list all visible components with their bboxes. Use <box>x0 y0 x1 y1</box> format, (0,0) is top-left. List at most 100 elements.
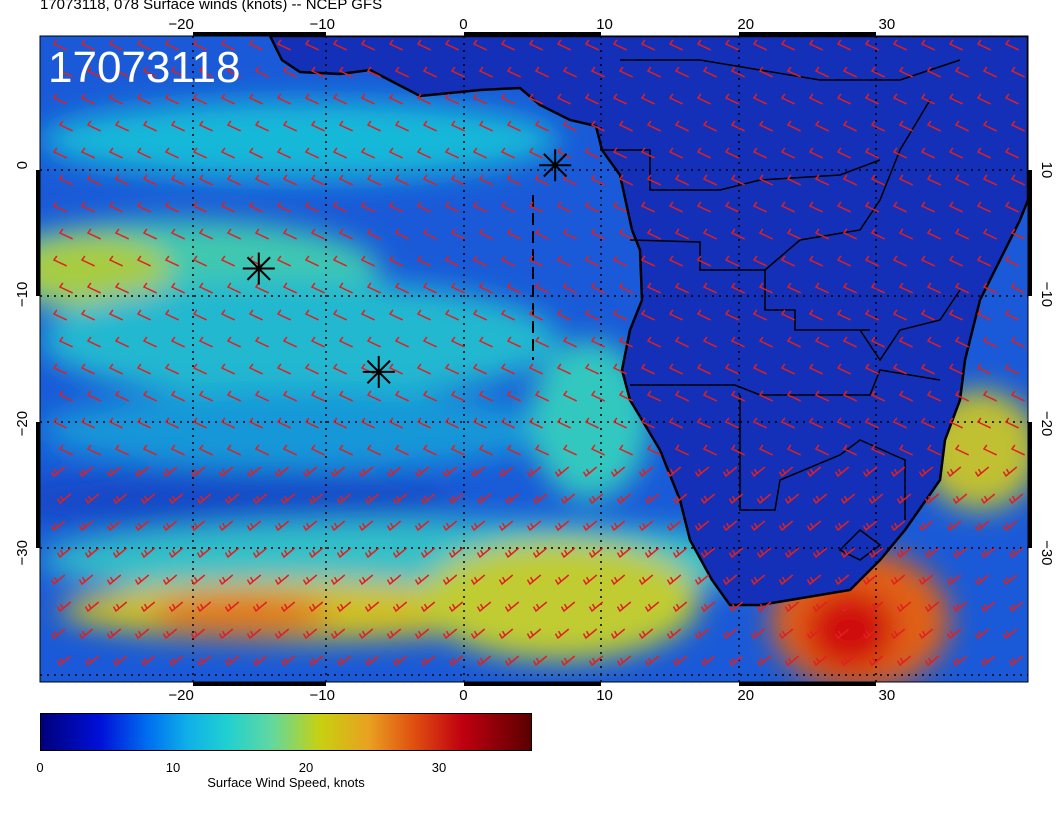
wind-barb <box>952 547 968 559</box>
wind-barb <box>954 174 970 186</box>
wind-barb <box>842 336 858 348</box>
wind-barb <box>556 309 572 321</box>
wind-barb <box>282 228 298 240</box>
wind-barb <box>618 282 634 294</box>
wind-barb <box>1002 628 1018 640</box>
wind-barb <box>610 520 626 532</box>
wind-barb <box>780 309 796 321</box>
wind-barb <box>310 282 326 294</box>
wind-barb <box>108 39 124 51</box>
wind-barb <box>640 39 656 51</box>
wind-barb <box>1004 309 1020 321</box>
wind-barb <box>500 201 516 213</box>
wind-barb <box>952 655 968 667</box>
wind-barb <box>920 417 936 429</box>
wind-barb <box>840 547 856 559</box>
wind-barb <box>562 282 578 294</box>
wind-barb <box>472 93 488 105</box>
wind-barb <box>498 574 514 586</box>
wind-barb <box>80 39 96 51</box>
wind-barb <box>920 39 936 51</box>
wind-barb <box>330 628 346 640</box>
wind-barb <box>834 466 850 478</box>
wind-barb <box>338 336 354 348</box>
wind-speed-colorbar <box>40 713 532 751</box>
wind-barb <box>862 520 878 532</box>
wind-barb <box>498 466 514 478</box>
wind-barb <box>388 93 404 105</box>
wind-barb <box>422 228 438 240</box>
wind-barb <box>56 547 72 559</box>
wind-barb <box>358 574 374 586</box>
wind-barb <box>170 120 186 132</box>
wind-barb <box>926 66 942 78</box>
wind-barb <box>780 255 796 267</box>
wind-barb <box>506 174 522 186</box>
wind-barb <box>532 655 548 667</box>
wind-barb <box>982 66 998 78</box>
wind-barb <box>338 444 354 456</box>
wind-barb <box>976 39 992 51</box>
wind-barb <box>528 93 544 105</box>
wind-barb <box>694 520 710 532</box>
wind-barb <box>168 655 184 667</box>
wind-barb <box>198 282 214 294</box>
wind-barb <box>80 417 96 429</box>
wind-barb <box>836 363 852 375</box>
wind-barb <box>498 520 514 532</box>
wind-barb <box>616 493 632 505</box>
wind-barb <box>366 282 382 294</box>
wind-barb <box>702 174 718 186</box>
wind-barb <box>920 363 936 375</box>
wind-barb <box>1008 655 1024 667</box>
wind-barb <box>414 520 430 532</box>
wind-barb <box>58 390 74 402</box>
wind-barb <box>702 120 718 132</box>
graticule <box>40 36 1028 682</box>
wind-barb <box>276 309 292 321</box>
wind-barb <box>196 493 212 505</box>
wind-barb <box>1004 363 1020 375</box>
wind-barb <box>422 444 438 456</box>
wind-barb <box>554 628 570 640</box>
wind-barb <box>750 466 766 478</box>
lat-tick-label-left: −30 <box>14 540 31 565</box>
wind-barb <box>532 601 548 613</box>
wind-barb <box>170 390 186 402</box>
wind-barb <box>1010 444 1026 456</box>
wind-barb <box>756 601 772 613</box>
wind-barb <box>834 574 850 586</box>
wind-barb <box>304 363 320 375</box>
wind-barb <box>674 282 690 294</box>
wind-barb <box>952 493 968 505</box>
wind-barb <box>282 444 298 456</box>
wind-barb <box>590 228 606 240</box>
date-stamp: 17073118 <box>48 43 241 92</box>
wind-barb <box>954 390 970 402</box>
wind-barb <box>780 363 796 375</box>
wind-barb <box>528 363 544 375</box>
wind-barb <box>584 93 600 105</box>
wind-barb <box>142 174 158 186</box>
wind-barb <box>310 336 326 348</box>
wind-barb <box>282 66 298 78</box>
wind-barb <box>304 309 320 321</box>
wind-barb <box>246 574 262 586</box>
wind-barb <box>644 601 660 613</box>
wind-barb <box>50 466 66 478</box>
wind-barb <box>416 417 432 429</box>
wind-barb <box>528 147 544 159</box>
wind-barb <box>976 255 992 267</box>
wind-barb <box>252 601 268 613</box>
wind-barb <box>506 282 522 294</box>
wind-barb <box>786 120 802 132</box>
wind-barb <box>590 444 606 456</box>
wind-barb <box>668 201 684 213</box>
wind-barb <box>416 201 432 213</box>
wind-barb <box>668 255 684 267</box>
wind-barb <box>168 547 184 559</box>
wind-barb <box>556 417 572 429</box>
wind-barb <box>812 601 828 613</box>
lon-tick-label-top: 10 <box>596 16 613 33</box>
wind-barb <box>80 363 96 375</box>
